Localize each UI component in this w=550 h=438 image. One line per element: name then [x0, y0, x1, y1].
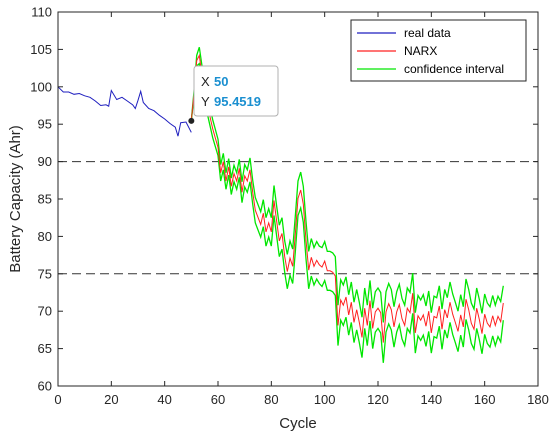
legend-label: confidence interval [404, 62, 504, 76]
datatip-x-key: X [201, 74, 210, 89]
datatip-x-value: 50 [214, 74, 228, 89]
series-line-narx [190, 53, 504, 343]
y-tick-label: 100 [30, 79, 52, 94]
y-tick-label: 60 [38, 379, 52, 394]
datatip-box [193, 65, 279, 117]
datatip-y-key: Y [201, 94, 210, 109]
legend: real data NARX confidence interval [350, 19, 527, 82]
x-tick-label: 60 [211, 392, 225, 407]
y-tick-label: 105 [30, 42, 52, 57]
y-tick-label: 110 [31, 5, 52, 20]
datatip-marker[interactable] [188, 117, 195, 124]
x-axis-label: Cycle [279, 415, 317, 432]
y-tick-label: 75 [38, 266, 52, 281]
legend-label: NARX [404, 44, 437, 58]
y-axis-label: Battery Capacity (Ahr) [7, 125, 24, 273]
reference-lines [58, 161, 538, 275]
x-tick-label: 180 [527, 392, 549, 407]
y-tick-label: 90 [38, 154, 52, 169]
x-tick-label: 120 [367, 392, 389, 407]
y-tick-label: 85 [38, 192, 52, 207]
axis-ticks [57, 11, 539, 387]
datatip[interactable]: X 50 Y 95.4519 [188, 65, 279, 124]
x-tick-label: 0 [54, 392, 61, 407]
y-tick-label: 80 [38, 229, 52, 244]
x-tick-label: 80 [264, 392, 278, 407]
x-tick-label: 160 [474, 392, 496, 407]
series-line-confidence-lower [190, 62, 504, 363]
datatip-y-value: 95.4519 [214, 94, 261, 109]
legend-label: real data [404, 26, 451, 40]
y-tick-label: 65 [38, 341, 52, 356]
y-tick-label: 70 [38, 304, 52, 319]
x-tick-label: 20 [104, 392, 118, 407]
x-tick-label: 40 [157, 392, 171, 407]
x-tick-label: 100 [314, 392, 336, 407]
tick-labels: 0 20 40 60 80 100 120 140 160 180 60 65 70 75 80 85 90 95… [30, 5, 549, 408]
series-layer [57, 47, 504, 363]
series-line-real-data [57, 86, 192, 137]
x-tick-label: 140 [420, 392, 442, 407]
y-tick-label: 95 [38, 117, 52, 132]
series-line-confidence-upper [190, 47, 504, 323]
